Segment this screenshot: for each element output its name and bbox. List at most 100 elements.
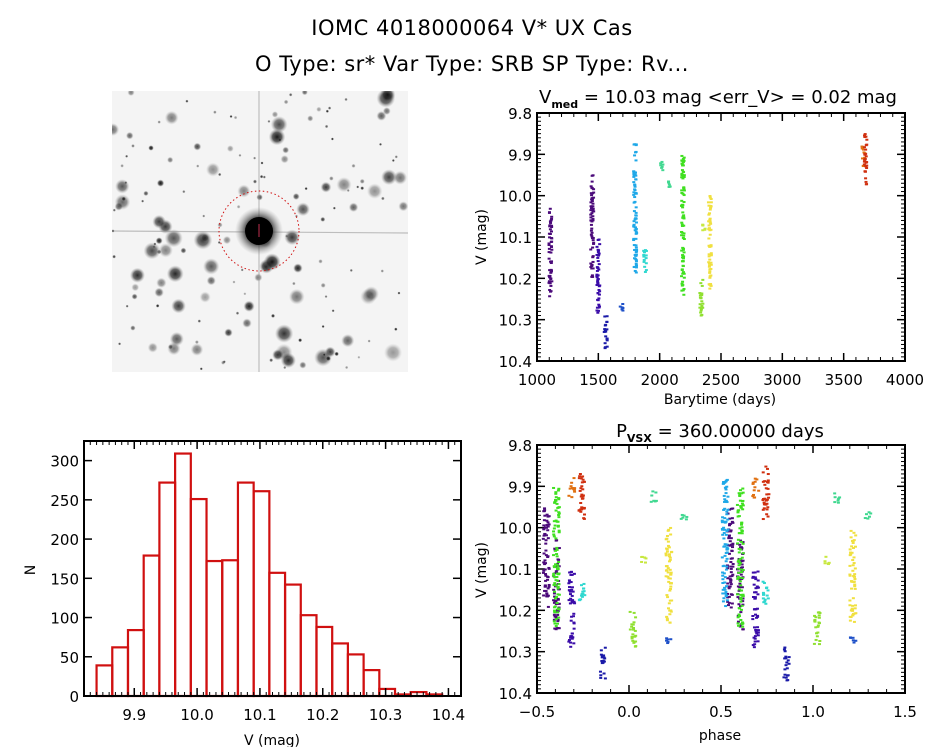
lightcurve-point (549, 284, 553, 287)
phased-point (666, 540, 670, 543)
field-star (284, 229, 300, 246)
phased-point (668, 582, 672, 585)
lightcurve-point (632, 172, 636, 175)
phased-point (741, 552, 745, 555)
phased-point (554, 579, 558, 582)
phased-point (722, 597, 726, 600)
lightcurve-point (591, 255, 595, 258)
phased-point (583, 513, 587, 516)
phased-point (667, 553, 671, 556)
phased-point (725, 585, 729, 588)
field-star (120, 163, 124, 168)
phased-point (740, 529, 744, 532)
lightcurve-point (634, 206, 638, 209)
lightcurve-point (667, 180, 671, 183)
lightcurve-point (604, 335, 608, 338)
phased-point (739, 531, 743, 534)
field-star (218, 172, 222, 177)
lightcurve-point (644, 254, 648, 257)
lightcurve-ytick-label: 10.2 (499, 270, 532, 288)
lightcurve-point (603, 329, 607, 332)
field-star (233, 115, 238, 120)
phased-point (547, 567, 551, 570)
lightcurve-point (604, 323, 608, 326)
phased-point (762, 593, 766, 596)
lightcurve-point (550, 237, 554, 240)
phased-xtick-label: 1.0 (801, 703, 825, 721)
lightcurve-point (632, 171, 636, 174)
phased-point (783, 650, 787, 653)
lightcurve-point (595, 253, 599, 256)
phased-point (669, 609, 673, 612)
lightcurve-point (548, 274, 552, 277)
phased-point (726, 565, 730, 568)
phased-point (850, 580, 854, 583)
phased-point (738, 495, 742, 498)
phased-point (600, 662, 604, 665)
phased-point (729, 565, 733, 568)
lightcurve-point (548, 276, 552, 279)
phased-point (753, 477, 757, 480)
phased-point (632, 640, 636, 643)
phased-point (557, 497, 561, 500)
lightcurve-point (632, 191, 636, 194)
phased-point (724, 479, 728, 482)
phased-point (740, 556, 744, 559)
phased-point (545, 519, 549, 522)
lightcurve-point (591, 260, 595, 263)
phased-point (737, 588, 741, 591)
lightcurve-point (550, 217, 554, 220)
phased-point (571, 636, 575, 639)
phased-point (577, 477, 581, 480)
phased-point (739, 576, 743, 579)
phased-point (727, 601, 731, 604)
lightcurve-point (634, 192, 638, 195)
field-star (320, 282, 326, 288)
field-star (169, 331, 184, 347)
lightcurve-point (592, 241, 596, 244)
phased-point (725, 551, 729, 554)
lightcurve-point (591, 219, 595, 222)
histogram-bar (252, 490, 271, 698)
phased-point (756, 615, 760, 618)
phased-point (850, 545, 854, 548)
phased-point (730, 557, 734, 560)
lightcurve-point (633, 229, 637, 232)
lightcurve-point (589, 266, 593, 269)
lightcurve-point (634, 253, 638, 256)
phased-point (766, 589, 770, 592)
phased-point (783, 673, 787, 676)
lightcurve-point (549, 270, 553, 273)
phased-point (579, 508, 583, 511)
lightcurve-point (862, 164, 866, 167)
lightcurve-point (708, 218, 712, 221)
figure-title: IOMC 4018000064 V* UX Cas (311, 16, 633, 40)
phased-point (664, 565, 668, 568)
field-star (238, 153, 242, 157)
phased-point (738, 532, 742, 535)
phased-point (557, 583, 561, 586)
phased-point (724, 595, 728, 598)
lightcurve-point (598, 243, 602, 246)
phased-point (848, 574, 852, 577)
lightcurve-point (596, 299, 600, 302)
phased-point (729, 507, 733, 510)
lightcurve-point (590, 265, 594, 268)
lightcurve-point (549, 221, 553, 224)
lightcurve-point (605, 328, 609, 331)
phased-point (571, 615, 575, 618)
phased-point (567, 582, 571, 585)
phased-point (568, 586, 572, 589)
phased-point (542, 510, 546, 513)
lightcurve-point (603, 342, 607, 345)
field-star (292, 281, 296, 286)
phased-point (581, 593, 585, 596)
phased-point (556, 562, 560, 565)
phased-point (543, 589, 547, 592)
lightcurve-point (707, 262, 711, 265)
lightcurve-point (682, 156, 686, 159)
field-star (327, 106, 332, 110)
field-star (164, 110, 179, 125)
histogram-bar (126, 628, 145, 698)
histogram-frame (83, 440, 462, 697)
